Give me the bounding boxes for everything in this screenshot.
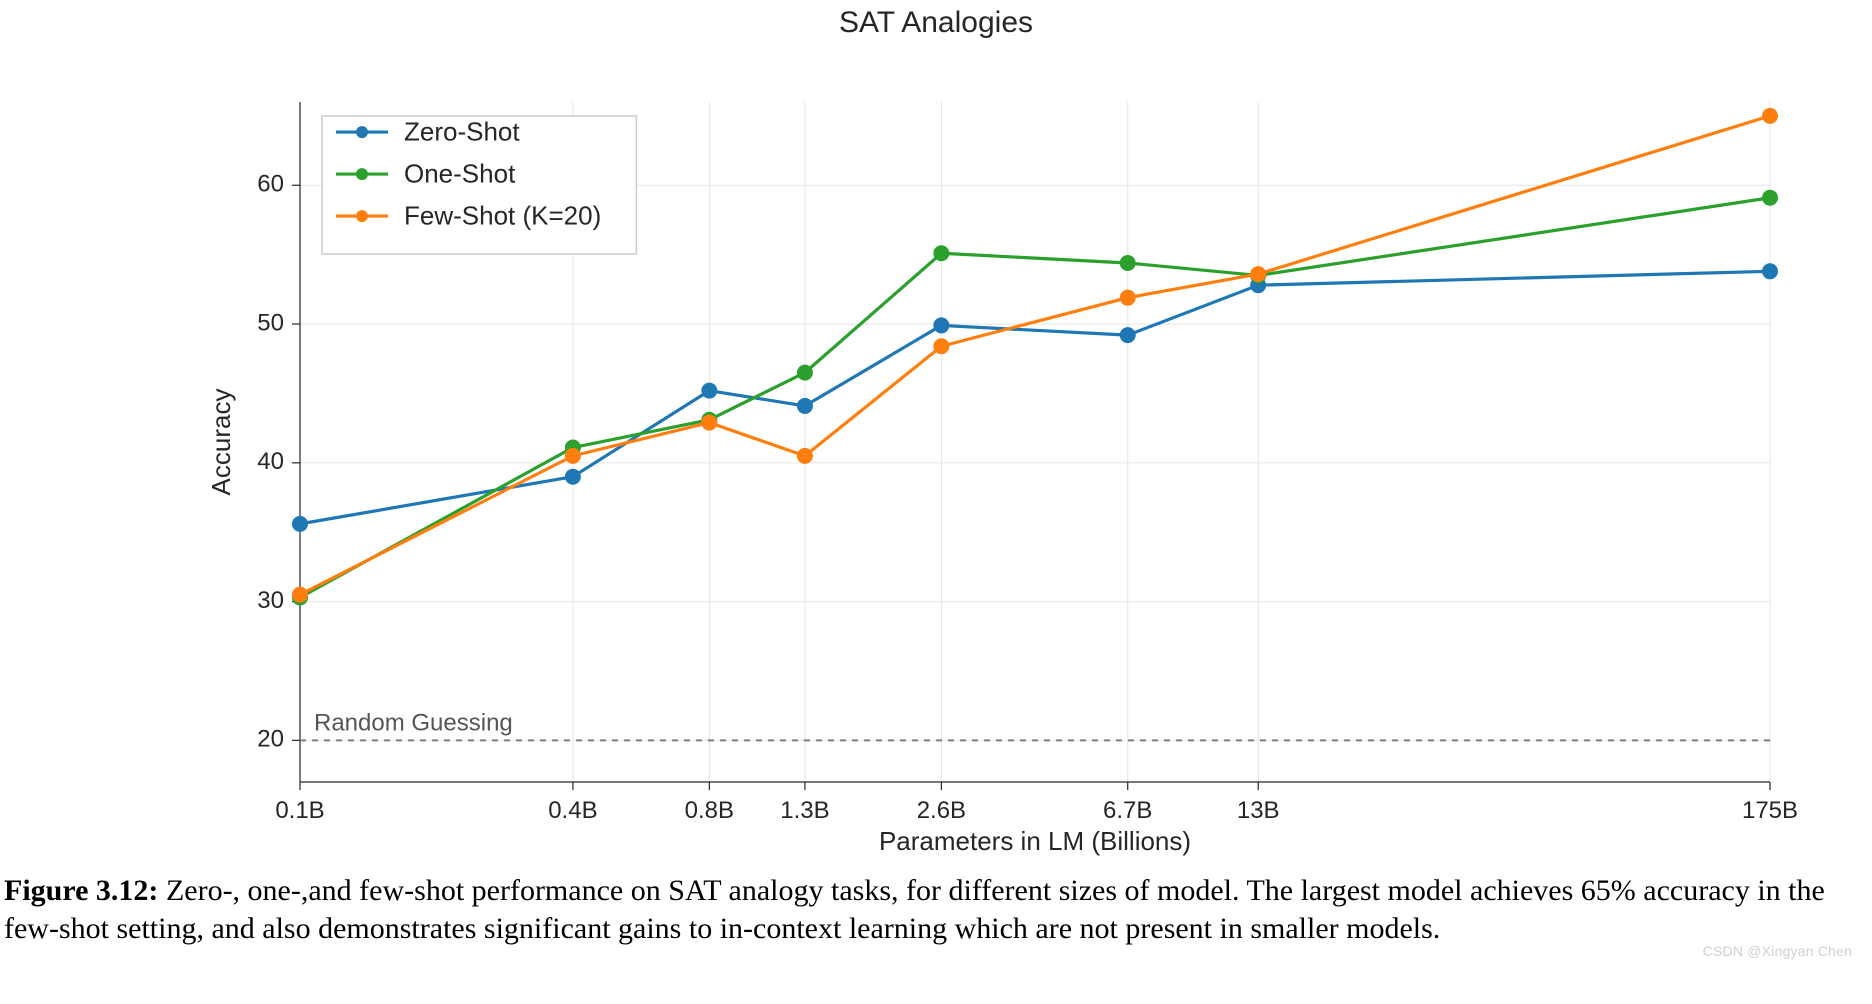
svg-text:Accuracy: Accuracy	[206, 389, 236, 496]
svg-text:Zero-Shot: Zero-Shot	[404, 116, 520, 146]
svg-text:0.8B: 0.8B	[685, 797, 734, 824]
svg-text:0.1B: 0.1B	[275, 797, 324, 824]
svg-text:Random Guessing: Random Guessing	[314, 709, 513, 736]
svg-text:One-Shot: One-Shot	[404, 158, 516, 188]
svg-text:0.4B: 0.4B	[548, 797, 597, 824]
svg-text:20: 20	[257, 726, 284, 753]
svg-text:6.7B: 6.7B	[1103, 797, 1152, 824]
svg-text:Parameters in LM (Billions): Parameters in LM (Billions)	[879, 826, 1191, 856]
svg-text:40: 40	[257, 448, 284, 475]
figure-caption: Figure 3.12: Zero-, one-,and few-shot pe…	[0, 862, 1872, 949]
figure-caption-text: Zero-, one-,and few-shot performance on …	[4, 874, 1825, 945]
svg-text:13B: 13B	[1237, 797, 1280, 824]
figure-wrapper: SAT Analogies 20 30 40 50 60 0.1B 0.4B 0.8B 1.3B…	[0, 0, 1872, 959]
svg-text:Few-Shot (K=20): Few-Shot (K=20)	[404, 200, 601, 230]
chart-title: SAT Analogies	[839, 6, 1033, 40]
svg-text:1.3B: 1.3B	[780, 797, 829, 824]
svg-text:30: 30	[257, 587, 284, 614]
svg-text:50: 50	[257, 309, 284, 336]
figure-caption-label: Figure 3.12:	[4, 874, 158, 907]
svg-text:60: 60	[257, 171, 284, 198]
line-chart-svg: 20 30 40 50 60 0.1B 0.4B 0.8B 1.3B 2.6B 6.7B 13B 175…	[0, 42, 1872, 862]
svg-text:175B: 175B	[1742, 797, 1798, 824]
svg-text:2.6B: 2.6B	[917, 797, 966, 824]
watermark: CSDN @Xingyan Chen	[0, 943, 1872, 959]
chart-container: SAT Analogies 20 30 40 50 60 0.1B 0.4B 0.8B 1.3B…	[0, 0, 1872, 862]
